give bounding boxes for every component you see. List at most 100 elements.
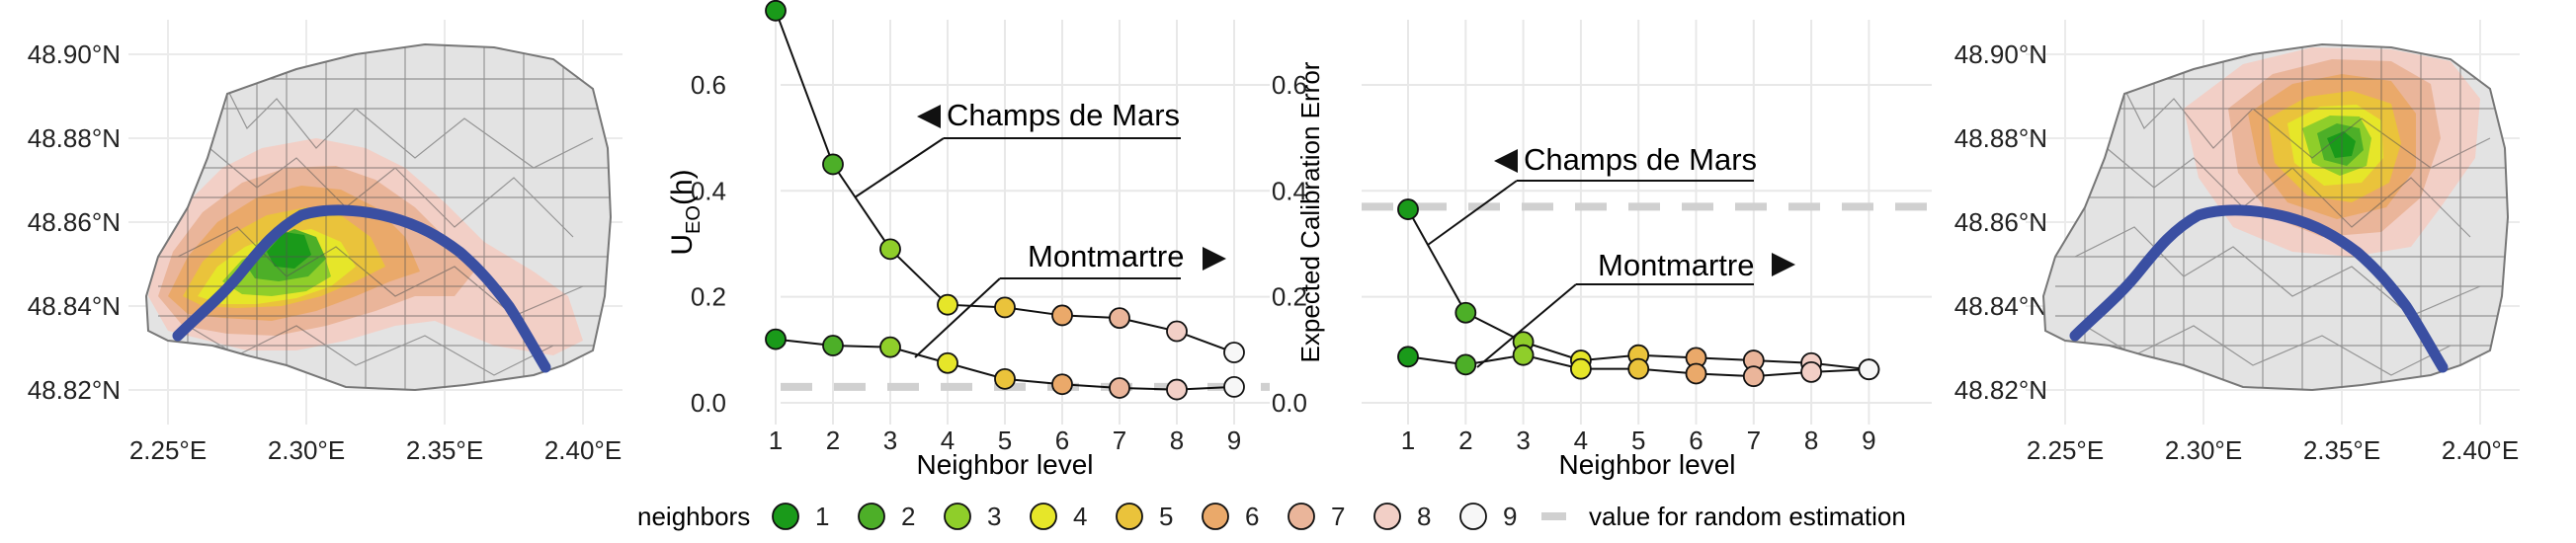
x-tick-label: 1 — [769, 426, 783, 455]
ece-chart-points — [1397, 198, 1880, 388]
legend-random-label: value for random estimation — [1589, 502, 1906, 531]
y-tick-label: 48.86°N — [28, 207, 121, 237]
annotation-label: Montmartre — [1598, 248, 1754, 282]
data-point — [937, 293, 958, 316]
arrow-right-icon — [1772, 253, 1795, 276]
data-point — [1858, 358, 1880, 381]
x-tick-label: 9 — [1862, 426, 1875, 455]
x-tick-label: 2.30°E — [268, 435, 345, 465]
y-tick-label: 0.0 — [1272, 388, 1307, 418]
map-left-boundary — [144, 42, 613, 392]
ueo-chart-horizontal-gridlines — [781, 83, 1270, 404]
y-tick-label: 48.88°N — [1954, 123, 2047, 153]
legend-swatch — [1202, 503, 1229, 530]
data-point — [822, 153, 844, 176]
ece-chart-x-axis-label: Neighbor level — [1559, 449, 1736, 480]
map-right: 48.90°N 48.88°N 48.86°N 48.84°N 48.82°N … — [1954, 20, 2520, 465]
legend-swatch — [1288, 503, 1315, 530]
data-point — [1685, 362, 1707, 385]
map-left-city-shape — [146, 44, 611, 390]
y-tick-label: 48.84°N — [1954, 291, 2047, 321]
x-tick-label: 4 — [1574, 426, 1588, 455]
y-tick-label: 0.4 — [691, 176, 726, 205]
data-point — [1223, 375, 1245, 398]
data-point — [822, 335, 844, 356]
data-point — [1051, 304, 1073, 327]
legend-swatch — [772, 503, 799, 530]
x-tick-label: 8 — [1170, 426, 1184, 455]
y-tick-label: 0.6 — [691, 70, 726, 100]
map-right-boundary — [2041, 42, 2510, 392]
ece-chart-y-axis-label: Expected Calibration Error — [1295, 61, 1325, 362]
ece-chart-x-tick-labels: 1 2 3 4 5 6 7 8 9 — [1401, 426, 1876, 455]
x-tick-label: 2.25°E — [129, 435, 207, 465]
arrow-left-icon — [917, 105, 941, 128]
x-tick-label: 7 — [1113, 426, 1126, 455]
legend-swatch — [1030, 503, 1057, 530]
data-point — [765, 328, 787, 350]
legend: neighbors 1 2 3 4 5 6 7 8 9 value for random est… — [637, 502, 1906, 531]
x-tick-label: 6 — [1689, 426, 1703, 455]
ueo-chart-vertical-gridlines — [775, 20, 1235, 425]
data-point — [1800, 360, 1822, 383]
x-tick-label: 2.25°E — [2027, 435, 2104, 465]
x-tick-label: 2 — [826, 426, 840, 455]
legend-label: 4 — [1073, 502, 1087, 531]
annotation-label: Champs de Mars — [947, 98, 1180, 132]
x-tick-label: 2.40°E — [2442, 435, 2519, 465]
ueo-chart-points — [765, 0, 1245, 401]
annotation-label: Champs de Mars — [1524, 142, 1757, 177]
data-point — [1397, 346, 1419, 368]
x-tick-label: 3 — [1516, 426, 1530, 455]
x-tick-label: 2.40°E — [544, 435, 622, 465]
map-right-x-tick-labels: 2.25°E 2.30°E 2.35°E 2.40°E — [2027, 435, 2519, 465]
x-tick-label: 9 — [1227, 426, 1241, 455]
legend-swatch — [1373, 503, 1401, 530]
legend-swatch — [944, 503, 971, 530]
x-tick-label: 2.35°E — [2303, 435, 2380, 465]
map-right-y-tick-labels: 48.90°N 48.88°N 48.86°N 48.84°N 48.82°N — [1954, 39, 2047, 405]
y-tick-label: 48.88°N — [28, 123, 121, 153]
x-tick-label: 8 — [1804, 426, 1818, 455]
data-point — [1742, 365, 1765, 388]
data-point — [1627, 357, 1650, 380]
legend-label: 8 — [1417, 502, 1431, 531]
y-tick-label: 48.90°N — [1954, 39, 2047, 69]
data-point — [1166, 320, 1188, 343]
ece-chart: 0.0 0.2 0.4 0.6 1 2 3 4 5 6 7 8 9 Neighbor level Ex… — [1272, 20, 1932, 480]
ueo-chart-annotation-montmartre: Montmartre — [914, 239, 1226, 358]
y-tick-label: 48.86°N — [1954, 207, 2047, 237]
ece-chart-annotation-montmartre: Montmartre — [1476, 248, 1795, 368]
legend-items: 1 2 3 4 5 6 7 8 9 — [772, 502, 1517, 531]
legend-label: 3 — [987, 502, 1001, 531]
y-tick-label: 48.90°N — [28, 39, 121, 69]
y-tick-label: 48.82°N — [28, 375, 121, 405]
annotation-label: Montmartre — [1028, 239, 1184, 273]
x-tick-label: 2 — [1458, 426, 1472, 455]
ueo-chart-annotation-champs: Champs de Mars — [854, 98, 1181, 198]
y-tick-label: 0.4 — [1272, 176, 1307, 205]
data-point — [994, 296, 1016, 319]
legend-label: 6 — [1245, 502, 1259, 531]
arrow-left-icon — [1494, 149, 1518, 173]
data-point — [879, 238, 901, 261]
map-left-y-tick-labels: 48.90°N 48.88°N 48.86°N 48.84°N 48.82°N — [28, 39, 121, 405]
y-tick-label: 0.2 — [1272, 282, 1307, 312]
data-point — [994, 367, 1016, 390]
legend-swatch — [858, 503, 885, 530]
x-tick-label: 7 — [1747, 426, 1761, 455]
map-right-city-shape — [2043, 44, 2508, 390]
data-point — [1223, 342, 1245, 363]
y-tick-label: 48.82°N — [1954, 375, 2047, 405]
legend-label: 7 — [1331, 502, 1345, 531]
x-tick-label: 5 — [998, 426, 1012, 455]
y-tick-label: 0.6 — [1272, 70, 1307, 100]
arrow-right-icon — [1203, 247, 1226, 271]
ece-chart-y-tick-labels: 0.0 0.2 0.4 0.6 — [1272, 70, 1307, 418]
data-point — [879, 336, 901, 358]
data-point — [937, 351, 958, 374]
data-point — [1109, 377, 1130, 399]
data-point — [1109, 307, 1130, 330]
